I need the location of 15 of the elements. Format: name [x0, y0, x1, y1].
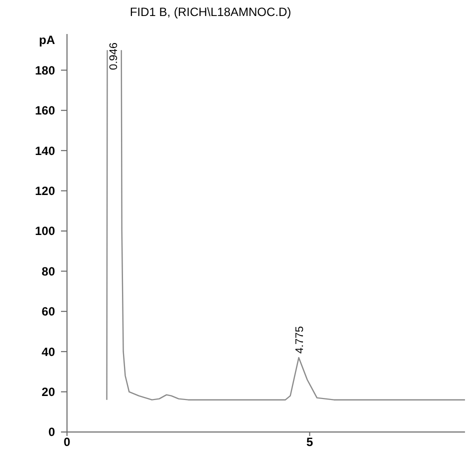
chart-title: FID1 B, (RICH\L18AMNOC.D)	[130, 5, 292, 19]
annotation: 4.775	[294, 326, 306, 354]
y-tick-label: 100	[34, 224, 56, 238]
y-tick-label: 40	[42, 344, 56, 359]
y-tick-label: 80	[42, 264, 56, 278]
y-tick-label: 160	[34, 104, 56, 118]
y-tick-label: 0	[48, 425, 56, 440]
x-tick-label: 5	[306, 435, 314, 449]
y-tick-label: 60	[42, 304, 56, 319]
y-axis-title: pA	[39, 33, 56, 47]
y-tick-label: 20	[42, 385, 56, 399]
y-tick-label: 140	[34, 144, 56, 158]
y-tick-label: 180	[34, 63, 56, 78]
y-tick-label: 120	[34, 184, 56, 198]
annotation: 0.946	[108, 42, 120, 70]
